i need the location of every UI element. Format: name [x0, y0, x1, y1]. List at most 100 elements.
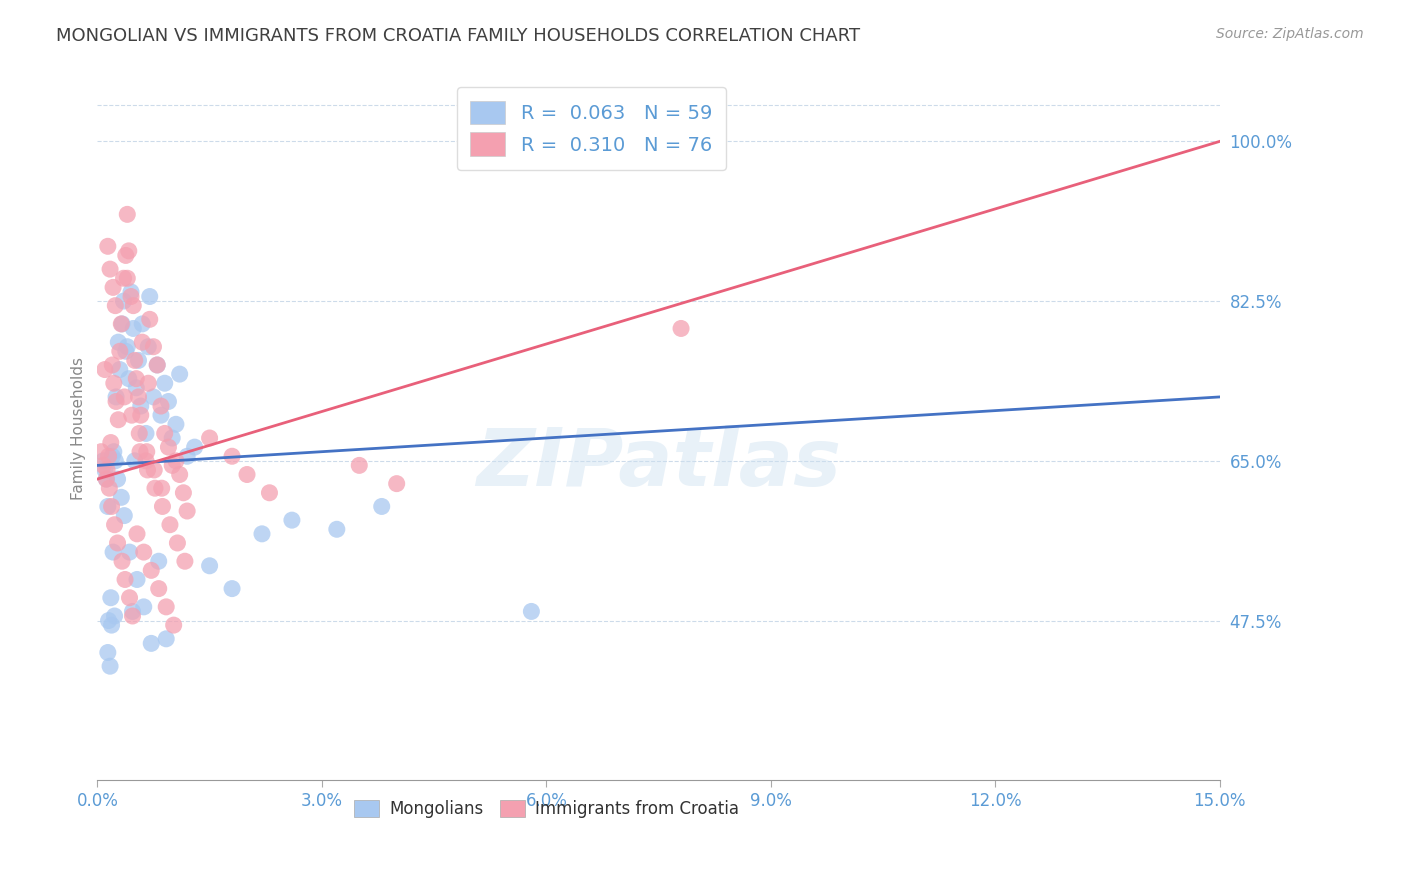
Point [370, 500, 392, 514]
Point [103, 376, 125, 391]
Point [121, 604, 143, 618]
Point [91, 458, 114, 473]
Point [129, 408, 152, 422]
Point [128, 390, 150, 404]
Point [160, 431, 183, 445]
Point [107, 472, 129, 486]
Point [118, 591, 141, 605]
Point [114, 344, 136, 359]
Point [96, 472, 118, 486]
Point [135, 454, 157, 468]
Point [118, 372, 141, 386]
Point [165, 454, 187, 468]
Point [169, 367, 191, 381]
Point [176, 504, 198, 518]
Point [104, 454, 127, 468]
Point [149, 408, 172, 422]
Point [136, 463, 159, 477]
Point [103, 609, 125, 624]
Point [221, 582, 243, 596]
Point [281, 513, 304, 527]
Point [128, 353, 150, 368]
Point [103, 444, 125, 458]
Point [143, 463, 166, 477]
Point [124, 454, 146, 468]
Point [349, 458, 371, 473]
Point [125, 573, 148, 587]
Point [96, 463, 118, 477]
Point [112, 508, 135, 523]
Point [108, 344, 131, 359]
Point [107, 335, 129, 350]
Point [131, 317, 153, 331]
Point [259, 485, 281, 500]
Point [101, 449, 124, 463]
Text: Source: ZipAtlas.com: Source: ZipAtlas.com [1216, 27, 1364, 41]
Point [122, 299, 145, 313]
Point [135, 426, 157, 441]
Point [159, 517, 181, 532]
Point [163, 618, 186, 632]
Point [98, 262, 121, 277]
Point [129, 399, 152, 413]
Point [135, 444, 157, 458]
Point [153, 376, 176, 391]
Point [112, 294, 135, 309]
Point [105, 394, 128, 409]
Point [100, 618, 122, 632]
Point [97, 500, 120, 514]
Legend: Mongolians, Immigrants from Croatia: Mongolians, Immigrants from Croatia [347, 793, 745, 825]
Point [236, 467, 259, 482]
Point [142, 390, 165, 404]
Point [148, 582, 170, 596]
Point [141, 636, 163, 650]
Point [122, 321, 145, 335]
Point [114, 248, 136, 262]
Point [146, 358, 169, 372]
Point [153, 426, 176, 441]
Point [107, 536, 129, 550]
Point [157, 394, 180, 409]
Point [148, 554, 170, 568]
Point [174, 554, 197, 568]
Point [160, 458, 183, 473]
Point [111, 554, 134, 568]
Point [121, 408, 143, 422]
Point [107, 413, 129, 427]
Point [125, 372, 148, 386]
Point [100, 435, 122, 450]
Point [138, 312, 160, 326]
Point [132, 599, 155, 614]
Point [125, 381, 148, 395]
Point [90, 444, 112, 458]
Text: MONGOLIAN VS IMMIGRANTS FROM CROATIA FAMILY HOUSEHOLDS CORRELATION CHART: MONGOLIAN VS IMMIGRANTS FROM CROATIA FAM… [56, 27, 860, 45]
Point [98, 659, 121, 673]
Point [111, 317, 134, 331]
Point [136, 376, 159, 391]
Point [136, 340, 159, 354]
Point [124, 353, 146, 368]
Point [520, 604, 543, 618]
Point [142, 340, 165, 354]
Point [100, 591, 122, 605]
Point [176, 449, 198, 463]
Point [132, 545, 155, 559]
Point [118, 244, 141, 258]
Point [183, 440, 205, 454]
Point [149, 399, 172, 413]
Point [165, 417, 187, 432]
Point [131, 335, 153, 350]
Point [97, 646, 120, 660]
Point [155, 632, 177, 646]
Point [114, 573, 136, 587]
Point [150, 481, 173, 495]
Point [101, 545, 124, 559]
Point [155, 599, 177, 614]
Point [108, 362, 131, 376]
Point [121, 609, 143, 624]
Point [117, 207, 139, 221]
Point [103, 517, 125, 532]
Point [101, 280, 124, 294]
Point [118, 545, 141, 559]
Point [250, 526, 273, 541]
